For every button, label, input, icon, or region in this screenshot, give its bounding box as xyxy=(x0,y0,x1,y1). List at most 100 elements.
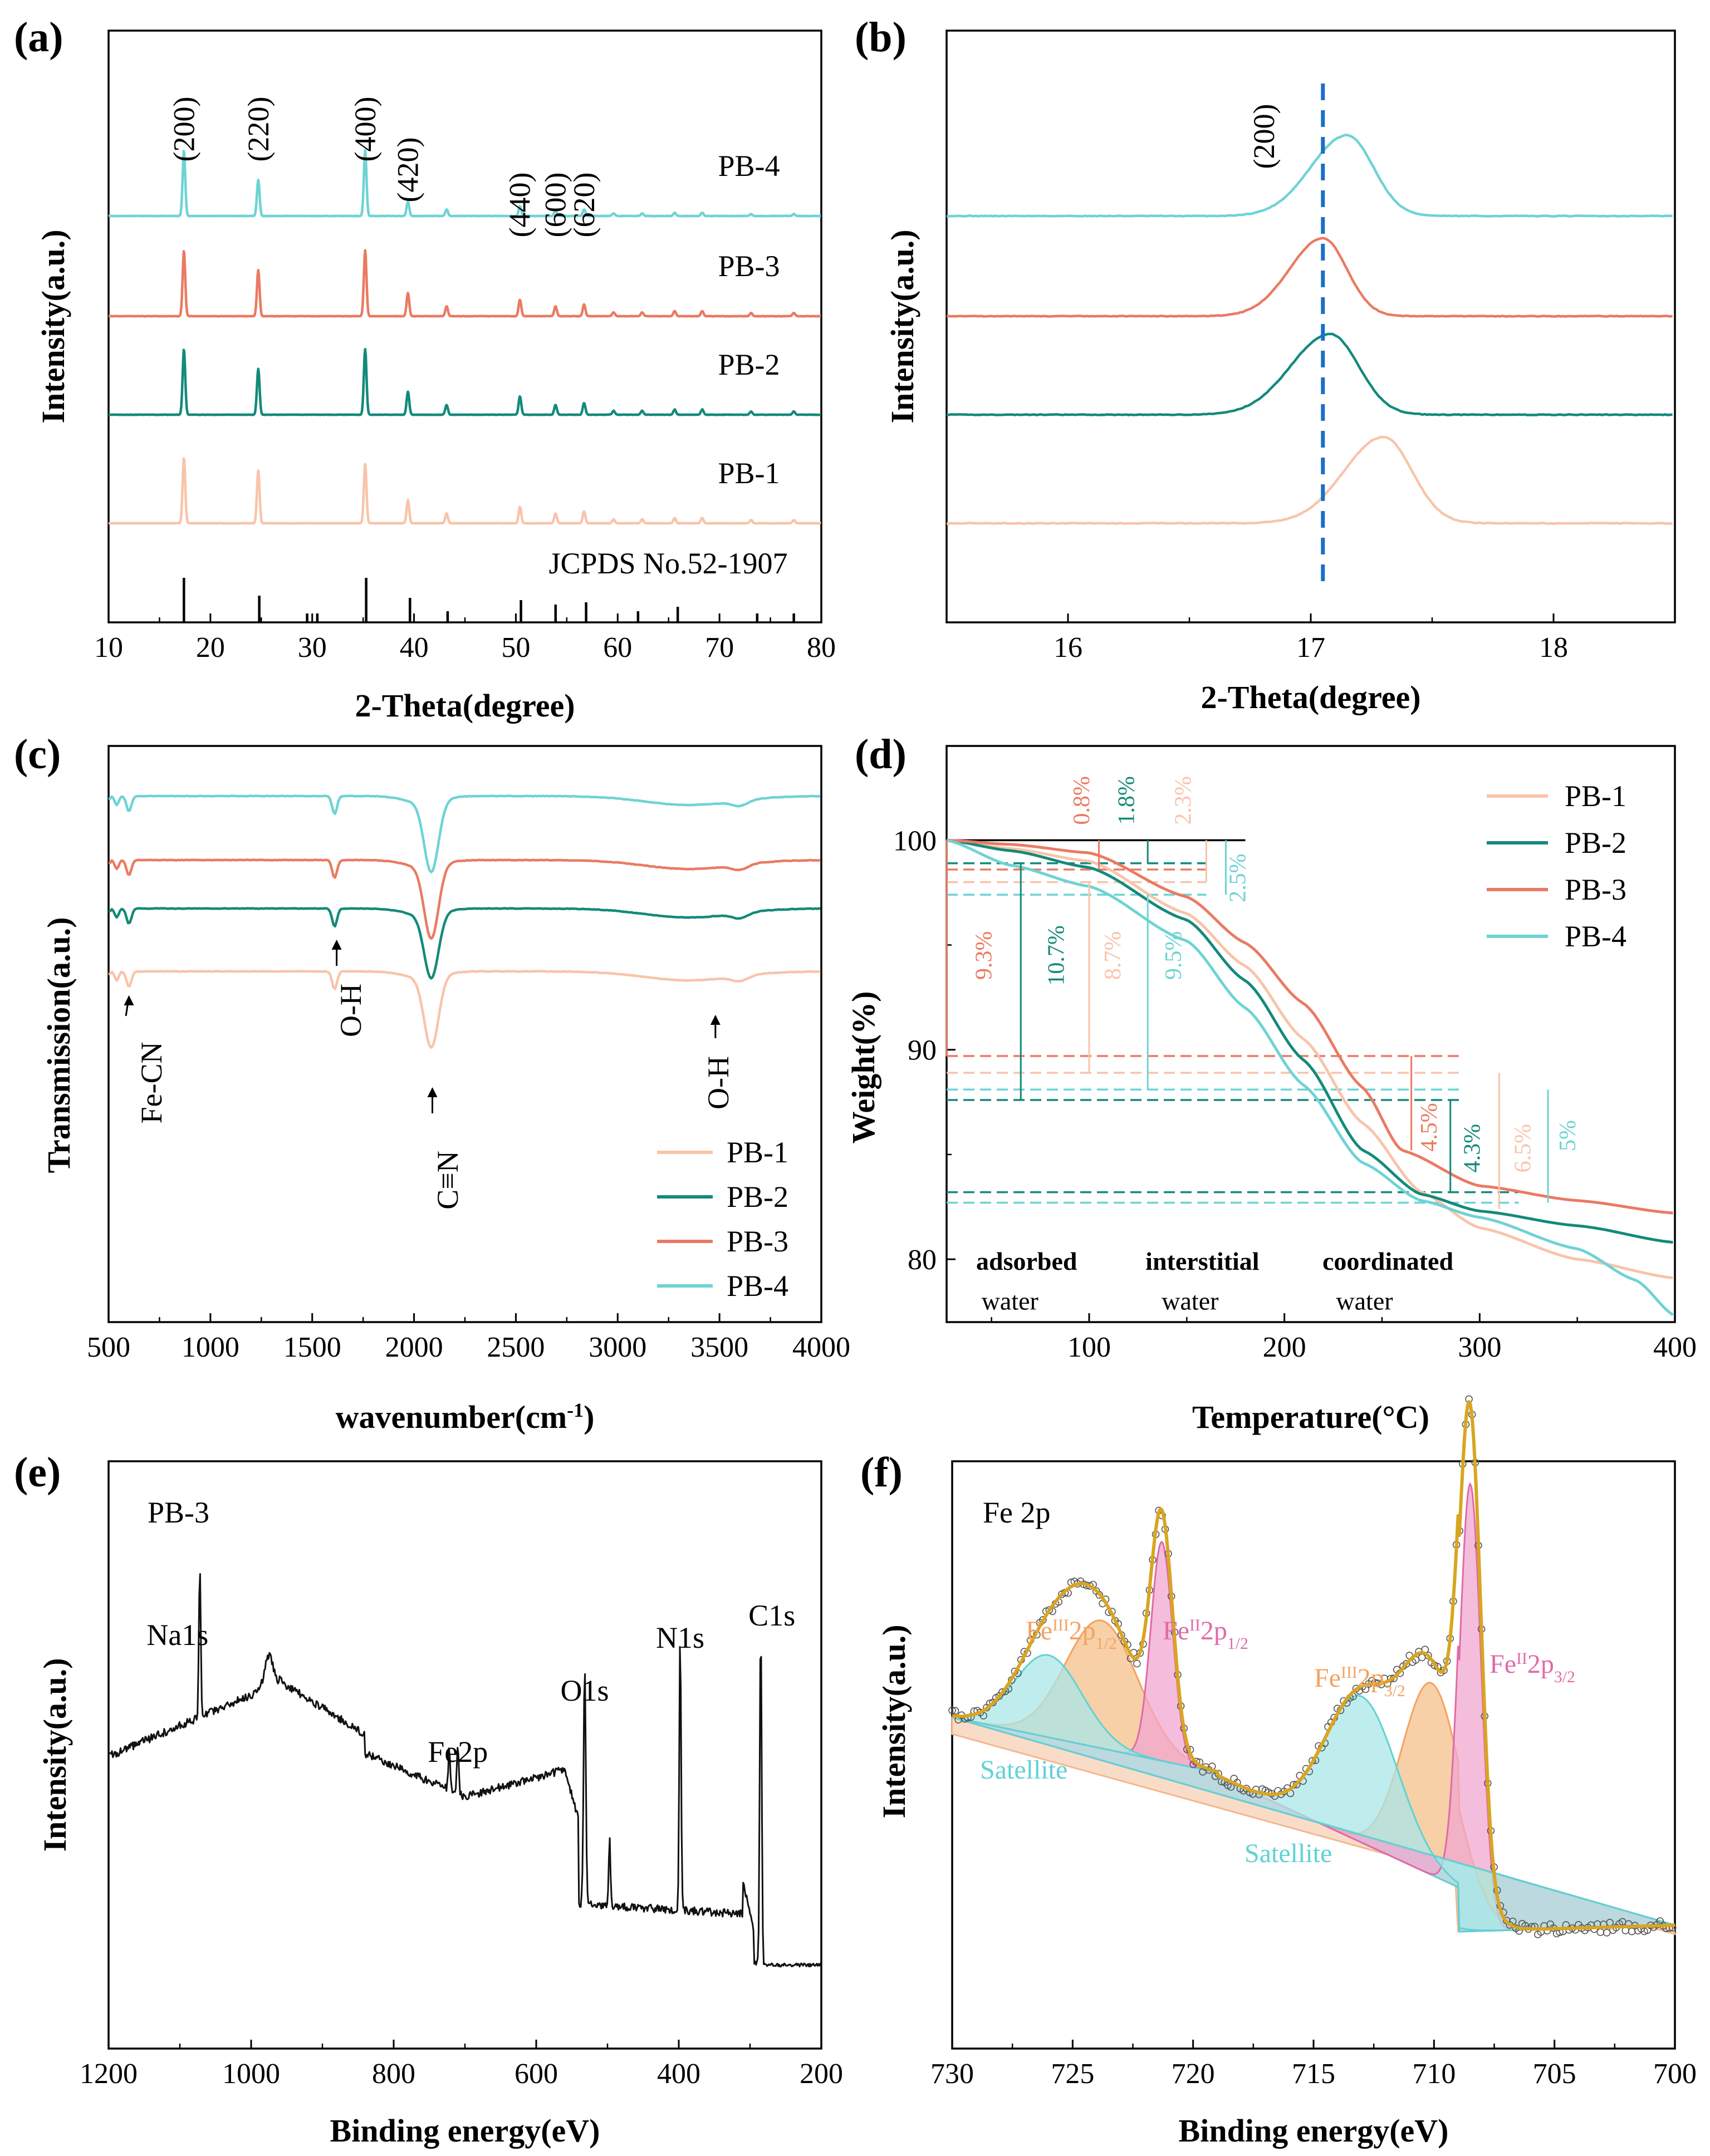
hkl-label: (200) xyxy=(1247,104,1281,169)
component-label-fe3_half_3-part: 2p xyxy=(1358,1663,1384,1693)
loss-label-stage2: 9.5% xyxy=(1161,931,1187,980)
peak-label-C1s: C1s xyxy=(748,1599,795,1632)
series-label-PB-2: PB-2 xyxy=(718,348,780,381)
satellite-label: Satellite xyxy=(1244,1839,1332,1868)
x-tick-label: 700 xyxy=(1653,2058,1697,2090)
x-tick-label: 100 xyxy=(1067,1332,1111,1363)
x-axis-label: 2-Theta(degree) xyxy=(355,687,575,724)
component-label-fe2_half_1-part: 1/2 xyxy=(1227,1634,1248,1653)
x-tick-label: 1000 xyxy=(182,1332,239,1363)
series-label-PB-3: PB-3 xyxy=(718,249,780,283)
x-tick-label: 2500 xyxy=(487,1332,545,1363)
x-tick-label: 16 xyxy=(1054,632,1082,664)
survey-spectrum-line xyxy=(108,1573,822,1968)
envelope-line xyxy=(952,1400,1675,1931)
plot-frame xyxy=(945,30,1676,623)
stage-label: interstitial xyxy=(1145,1247,1259,1275)
y-tick-label: 90 xyxy=(908,1035,937,1067)
panel-a: 10 20 30 40 50 60 70 80 (a) 2-Theta(degree) Intens… xyxy=(14,14,836,724)
x-tick-label: 30 xyxy=(298,632,327,664)
x-tick-label: 705 xyxy=(1533,2058,1576,2090)
x-axis-label-part: wavenumber(cm xyxy=(336,1399,567,1435)
hkl-label: (420) xyxy=(391,137,425,203)
x-tick-label: 80 xyxy=(807,632,836,664)
series-line-PB-3 xyxy=(109,858,821,940)
x-tick-label: 4000 xyxy=(792,1332,850,1363)
annotation-c-n: C≡N xyxy=(431,1151,464,1209)
peak-label-Na1s: Na1s xyxy=(146,1618,208,1652)
legend-label-PB-2: PB-2 xyxy=(1565,826,1626,860)
series-line-PB-3 xyxy=(946,838,1673,1215)
loss-label-stage1: 1.8% xyxy=(1114,776,1140,825)
component-label-fe2_half_3-part: 3/2 xyxy=(1554,1668,1575,1686)
x-tick-label: 400 xyxy=(657,2058,700,2090)
series-line-PB-1 xyxy=(107,457,822,525)
component-label-fe3_half_1-part: Fe xyxy=(1026,1616,1052,1646)
series-line-PB-4 xyxy=(946,134,1673,218)
panel-b: 16 17 18 (b) 2-Theta(degree) Intensity(a.u.) (… xyxy=(855,14,1676,715)
data-point xyxy=(948,1706,956,1715)
panel-label: (f) xyxy=(860,1449,903,1496)
hkl-label: (440) xyxy=(503,173,537,238)
y-axis-label: Intensity(a.u.) xyxy=(35,229,71,423)
y-axis-label: Intensity(a.u.) xyxy=(876,1624,912,1818)
panel-f: 730 725 720 715 710 705 700 (f) Binding energy(e… xyxy=(860,1395,1697,2149)
data-point xyxy=(1227,1783,1235,1791)
x-tick-label: 70 xyxy=(705,632,734,664)
y-axis-label: Transmission(a.u.) xyxy=(41,917,77,1173)
x-tick-label: 40 xyxy=(400,632,429,664)
data-point xyxy=(1418,1653,1426,1662)
component-label-fe3_half_3-part: III xyxy=(1341,1663,1358,1682)
component-label-fe3_half_1-part: III xyxy=(1052,1616,1069,1634)
x-tick-label: 200 xyxy=(1263,1332,1306,1363)
annotation-o-h-2: O-H xyxy=(702,1056,735,1109)
legend-label-PB-2: PB-2 xyxy=(727,1180,788,1214)
x-tick-label: 725 xyxy=(1051,2058,1094,2090)
loss-label-stage2: 10.7% xyxy=(1043,925,1069,986)
hkl-label: (400) xyxy=(349,97,382,162)
annotation-arrowhead xyxy=(331,940,342,950)
x-tick-label: 3500 xyxy=(690,1332,748,1363)
x-tick-label: 400 xyxy=(1653,1332,1697,1363)
x-tick-label: 20 xyxy=(196,632,225,664)
x-tick-label: 10 xyxy=(94,632,123,664)
x-tick-label: 300 xyxy=(1458,1332,1501,1363)
annotation-arrowhead xyxy=(124,995,134,1005)
component-label-fe2_half_1-part: 2p xyxy=(1201,1616,1227,1646)
loss-label-stage2: 8.7% xyxy=(1100,931,1126,980)
series-line-PB-2 xyxy=(108,907,821,980)
y-axis-label: Intensity(a.u.) xyxy=(37,1658,73,1851)
y-axis-label: Intensity(a.u.) xyxy=(884,229,920,423)
component-label-fe3_half_1-part: 2p xyxy=(1069,1616,1096,1646)
x-tick-label: 60 xyxy=(603,632,632,664)
stage-label: adsorbed xyxy=(976,1247,1077,1275)
legend-label-PB-1: PB-1 xyxy=(1565,779,1626,813)
series-line-PB-2 xyxy=(946,838,1673,1244)
panel-label: (b) xyxy=(855,14,907,61)
series-line-PB-3 xyxy=(107,249,822,318)
panel-label: (e) xyxy=(14,1449,61,1496)
stage-label: water xyxy=(1162,1286,1218,1315)
legend-label-PB-4: PB-4 xyxy=(1565,920,1626,953)
panel-label: (a) xyxy=(14,14,63,61)
x-axis-label-part: ) xyxy=(584,1399,594,1435)
x-tick-label: 1000 xyxy=(222,2058,280,2090)
panel-c: 500 1000 1500 2000 2500 3000 3500 4000 (c) wavenu… xyxy=(14,731,850,1435)
panel-label: (c) xyxy=(14,731,61,778)
series-line-PB-1 xyxy=(947,435,1673,525)
data-point xyxy=(1424,1652,1432,1659)
plot-frame xyxy=(107,745,822,1323)
peak-label-N1s: N1s xyxy=(656,1621,704,1654)
legend-label-PB-4: PB-4 xyxy=(727,1269,788,1303)
satellite-label: Satellite xyxy=(980,1755,1067,1785)
x-tick-label: 200 xyxy=(800,2058,843,2090)
plot-frame xyxy=(107,30,822,623)
loss-label-stage3: 5% xyxy=(1555,1120,1581,1151)
panel-d: 100 200 300 400 80 90 100 (d) Temperature(°C) Wei… xyxy=(845,731,1697,1435)
component-label-fe2_half_3-part: 2p xyxy=(1527,1649,1554,1679)
x-axis-label: wavenumber(cm-1) xyxy=(336,1399,595,1435)
peak-label-O1s: O1s xyxy=(561,1674,609,1707)
x-tick-label: 710 xyxy=(1412,2058,1456,2090)
panel-title: Fe 2p xyxy=(983,1496,1051,1529)
